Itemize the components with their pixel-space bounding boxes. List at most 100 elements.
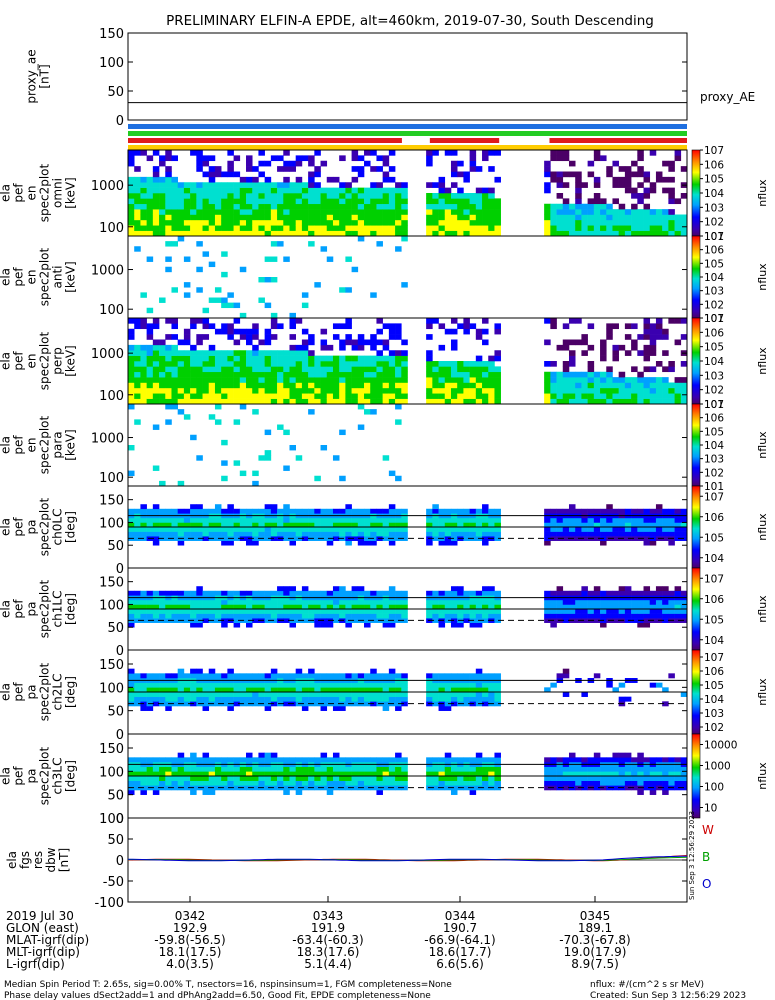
- y-axis-label: spec2plot: [38, 331, 52, 390]
- colorbar-tick-label: 105: [704, 680, 724, 692]
- colorbar-tick-label: 105: [704, 614, 724, 626]
- x-axis-row-value: 0343: [313, 909, 344, 923]
- y-axis-label: ela: [0, 268, 13, 286]
- heatmap-cells: [128, 318, 688, 405]
- y-axis-label: ela: [5, 851, 19, 869]
- colorbar-tick-label: 104: [704, 272, 724, 284]
- y-tick-label: 50: [107, 621, 124, 636]
- y-tick-label: 0: [116, 114, 124, 129]
- x-axis-row-value: 0345: [580, 909, 611, 923]
- colorbar: [691, 733, 701, 819]
- colorbar-tick-label: 107: [704, 573, 724, 585]
- colorbar-label: nflux: [756, 513, 769, 541]
- colorbar-tick-label: 103: [704, 286, 724, 298]
- colorbar-tick-label: 107: [704, 145, 724, 157]
- y-tick-label: 0: [116, 728, 124, 743]
- panel-frame: [127, 235, 688, 319]
- colorbar-tick-label: 103: [704, 202, 724, 214]
- colorbar-tick-label: 106: [704, 512, 724, 524]
- colorbar-tick-label: 102: [704, 217, 724, 229]
- colorbar-tick-label: 10: [704, 803, 717, 815]
- series-legend-label: B: [702, 850, 710, 864]
- y-tick-label: 100: [99, 471, 124, 486]
- y-axis-label: [deg]: [64, 676, 78, 708]
- y-axis-label: para: [51, 431, 65, 458]
- x-axis-row-value: 191.9: [311, 921, 345, 935]
- y-axis-label: ela: [0, 767, 13, 785]
- y-tick-label: 0: [116, 644, 124, 659]
- colorbar-tick-label: 104: [704, 188, 724, 200]
- status-bar-segment: [128, 138, 402, 143]
- y-tick-label: 1000: [91, 179, 124, 194]
- colorbar-label: nflux: [756, 762, 769, 790]
- y-axis-label: spec2plot: [38, 163, 52, 222]
- y-tick-label: -50: [103, 875, 124, 890]
- colorbar-tick-label: 101: [704, 313, 724, 325]
- y-tick-label: 50: [107, 539, 124, 554]
- colorbar-tick-label: 105: [704, 426, 724, 438]
- footer-info-2: Phase delay values dSect2add=1 and dPhAn…: [4, 991, 431, 1000]
- y-axis-label: [deg]: [64, 760, 78, 792]
- status-bar-segment: [128, 145, 687, 150]
- series-legend-label: O: [702, 877, 711, 891]
- y-tick-label: 100: [99, 681, 124, 696]
- y-axis-label: ch3LC: [51, 758, 65, 795]
- colorbar: [691, 403, 701, 487]
- y-axis-label: fgs: [18, 851, 32, 869]
- footer-units: nflux: #/(cm^2 s sr MeV): [590, 980, 704, 990]
- y-axis-label: pef: [12, 435, 26, 455]
- colorbar-tick-label: 103: [704, 454, 724, 466]
- y-axis-label: spec2plot: [38, 415, 52, 474]
- colorbar-tick-label: 106: [704, 413, 724, 425]
- heatmap-cells: [128, 504, 688, 546]
- x-axis-row-value: 18.1(17.5): [159, 945, 222, 959]
- x-axis-row-value: 6.6(5.6): [436, 957, 484, 971]
- y-axis-label: spec2plot: [38, 746, 52, 805]
- y-tick-label: 100: [99, 516, 124, 531]
- colorbar-tick-label: 105: [704, 174, 724, 186]
- panel-spec2plot_ch0LC: 0 50 100 150 ela pef pa spec2plot ch0LC [deg] 104 1…: [0, 485, 769, 577]
- colorbar-tick-label: 102: [704, 467, 724, 479]
- colorbar-tick-label: 102: [704, 722, 724, 734]
- x-axis-row-value: 0342: [175, 909, 206, 923]
- y-tick-label: 100: [99, 812, 124, 827]
- y-tick-label: 1000: [91, 347, 124, 362]
- colorbar-tick-label: 106: [704, 666, 724, 678]
- colorbar-tick-label: 10000: [704, 740, 737, 752]
- y-axis-label: en: [25, 354, 39, 369]
- status-bar-segment: [549, 138, 687, 143]
- y-axis-label: pa: [25, 685, 39, 700]
- colorbar: [691, 317, 701, 405]
- colorbar-tick-label: 101: [704, 481, 724, 493]
- y-tick-label: 0: [116, 854, 124, 869]
- x-axis-row-label: 2019 Jul 30: [6, 909, 74, 923]
- y-axis-label: spec2plot: [38, 662, 52, 721]
- x-axis-row-label: MLT-igrf(dip): [6, 945, 80, 959]
- y-axis-label: pa: [25, 602, 39, 617]
- colorbar-tick-label: 107: [704, 399, 724, 411]
- colorbar: [691, 485, 701, 569]
- colorbar-tick-label: 103: [704, 708, 724, 720]
- colorbar: [691, 235, 701, 319]
- y-axis-label: [keV]: [64, 429, 78, 460]
- heatmap-cells: [134, 236, 408, 319]
- colorbar-tick-label: 107: [704, 491, 724, 503]
- y-tick-label: 150: [99, 576, 124, 591]
- colorbar-tick-label: 105: [704, 342, 724, 354]
- colorbar: [691, 149, 701, 237]
- y-tick-label: 50: [107, 833, 124, 848]
- colorbar-tick-label: 106: [704, 245, 724, 257]
- y-tick-label: 150: [99, 658, 124, 673]
- colorbar-tick-label: 107: [704, 231, 724, 243]
- y-axis-label: [deg]: [64, 593, 78, 625]
- colorbar-tick-label: 100: [704, 782, 724, 794]
- y-tick-label: 0: [116, 812, 124, 827]
- y-axis-label: res: [31, 851, 45, 869]
- y-axis-label: en: [25, 438, 39, 453]
- y-axis-label: pef: [12, 351, 26, 371]
- footer-info-1: Median Spin Period T: 2.65s, sig=0.00% T…: [4, 980, 452, 990]
- colorbar-label: nflux: [756, 431, 769, 459]
